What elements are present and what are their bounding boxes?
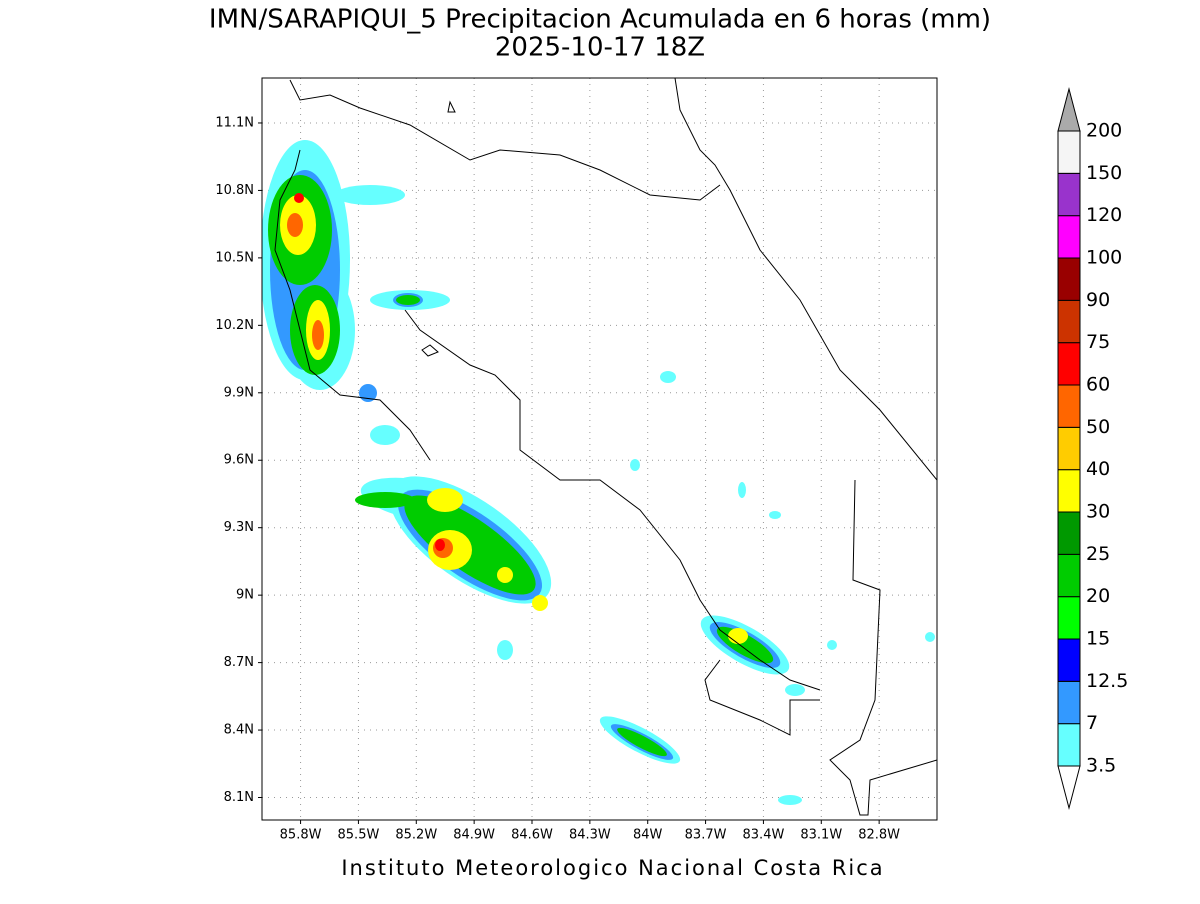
lon-label: 84.9W bbox=[453, 828, 495, 843]
colorbar-box bbox=[1057, 426, 1081, 471]
colorbar-label: 200 bbox=[1086, 120, 1122, 142]
colorbar: 3.5 7 12.5 15 20 25 30 40 50 60 75 90 100 120 150 200 bbox=[1057, 87, 1128, 810]
colorbar-label: 50 bbox=[1086, 416, 1110, 438]
lat-label: 9.6N bbox=[224, 453, 254, 468]
coastlines bbox=[274, 78, 937, 816]
colorbar-label: 100 bbox=[1086, 247, 1122, 269]
colorbar-box bbox=[1057, 384, 1081, 428]
subtitle: 2025-10-17 18Z bbox=[495, 33, 705, 63]
lat-label: 9.9N bbox=[224, 385, 254, 400]
colorbar-box bbox=[1057, 511, 1081, 555]
colorbar-box bbox=[1057, 596, 1081, 640]
colorbar-label: 120 bbox=[1086, 204, 1122, 226]
lon-label: 84W bbox=[633, 828, 663, 843]
lat-label: 9.3N bbox=[224, 520, 254, 535]
map-frame bbox=[261, 77, 938, 821]
lat-label: 8.1N bbox=[224, 790, 254, 805]
grid bbox=[258, 78, 937, 824]
colorbar-label: 12.5 bbox=[1086, 670, 1128, 692]
colorbar-under bbox=[1057, 765, 1081, 810]
title: IMN/SARAPIQUI_5 Precipitacion Acumulada … bbox=[209, 5, 991, 35]
colorbar-over bbox=[1057, 87, 1081, 132]
colorbar-label: 30 bbox=[1086, 501, 1110, 523]
colorbar-box bbox=[1057, 680, 1081, 725]
colorbar-label: 3.5 bbox=[1086, 755, 1116, 777]
colorbar-label: 40 bbox=[1086, 458, 1110, 480]
colorbar-label: 90 bbox=[1086, 289, 1110, 311]
colorbar-box bbox=[1057, 130, 1081, 174]
colorbar-label: 75 bbox=[1086, 331, 1110, 353]
colorbar-label: 150 bbox=[1086, 162, 1122, 184]
lon-label: 85.5W bbox=[338, 828, 380, 843]
colorbar-label: 25 bbox=[1086, 543, 1110, 565]
lat-label: 10.2N bbox=[215, 318, 254, 333]
colorbar-box bbox=[1057, 257, 1081, 301]
lon-label: 84.6W bbox=[511, 828, 553, 843]
lat-label: 10.8N bbox=[215, 183, 254, 198]
lon-label: 83.7W bbox=[685, 828, 727, 843]
colorbar-label: 7 bbox=[1086, 712, 1098, 734]
lon-label: 83.1W bbox=[800, 828, 842, 843]
colorbar-box bbox=[1057, 723, 1081, 767]
lat-label: 10.5N bbox=[215, 250, 254, 265]
lon-label: 83.4W bbox=[743, 828, 785, 843]
lon-label: 82.8W bbox=[858, 828, 900, 843]
colorbar-box bbox=[1057, 215, 1081, 259]
footer: Instituto Meteorologico Nacional Costa R… bbox=[341, 856, 884, 880]
lat-label: 11.1N bbox=[215, 115, 254, 130]
colorbar-label: 20 bbox=[1086, 585, 1110, 607]
lat-label: 8.7N bbox=[224, 655, 254, 670]
precip-field bbox=[262, 140, 935, 805]
colorbar-box bbox=[1057, 342, 1081, 386]
colorbar-box bbox=[1057, 553, 1081, 598]
colorbar-box bbox=[1057, 638, 1081, 682]
lon-label: 85.8W bbox=[280, 828, 322, 843]
colorbar-box bbox=[1057, 299, 1081, 344]
lat-label: 9N bbox=[236, 588, 254, 603]
lon-label: 85.2W bbox=[395, 828, 437, 843]
colorbar-label: 15 bbox=[1086, 628, 1110, 650]
colorbar-box bbox=[1057, 172, 1081, 217]
lon-label: 84.3W bbox=[569, 828, 611, 843]
colorbar-box bbox=[1057, 469, 1081, 513]
colorbar-label: 60 bbox=[1086, 374, 1110, 396]
lat-label: 8.4N bbox=[224, 723, 254, 738]
